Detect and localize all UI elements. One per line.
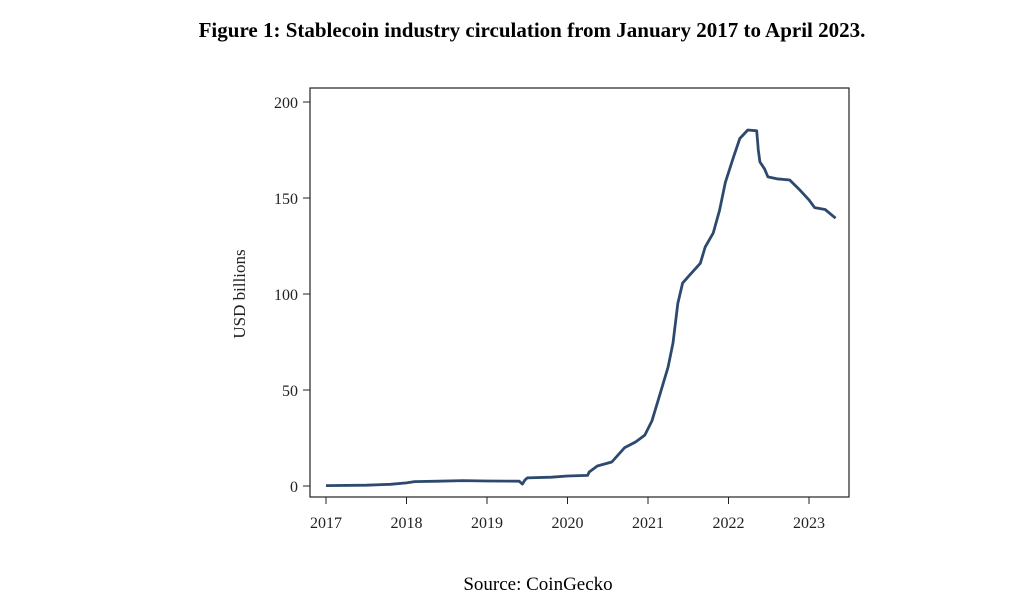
x-tick-label: 2019 [471, 515, 503, 532]
x-tick-label: 2020 [552, 515, 584, 532]
chart-title: Figure 1: Stablecoin industry circulatio… [198, 18, 866, 42]
x-tick-label: 2018 [391, 515, 423, 532]
x-tick-label: 2017 [310, 515, 342, 532]
y-tick-label: 150 [274, 191, 298, 208]
y-tick-label: 0 [290, 479, 298, 496]
y-tick-label: 200 [274, 95, 298, 112]
series-line [325, 128, 837, 487]
x-tick-label: 2021 [632, 515, 664, 532]
y-tick-label: 100 [274, 287, 298, 304]
source-note: Source: CoinGecko [463, 574, 613, 595]
x-tick-label: 2023 [793, 515, 825, 532]
y-axis-label: USD billions [230, 249, 249, 338]
y-tick-label: 50 [282, 383, 298, 400]
x-tick-label: 2022 [713, 515, 745, 532]
plot-frame [309, 87, 850, 498]
